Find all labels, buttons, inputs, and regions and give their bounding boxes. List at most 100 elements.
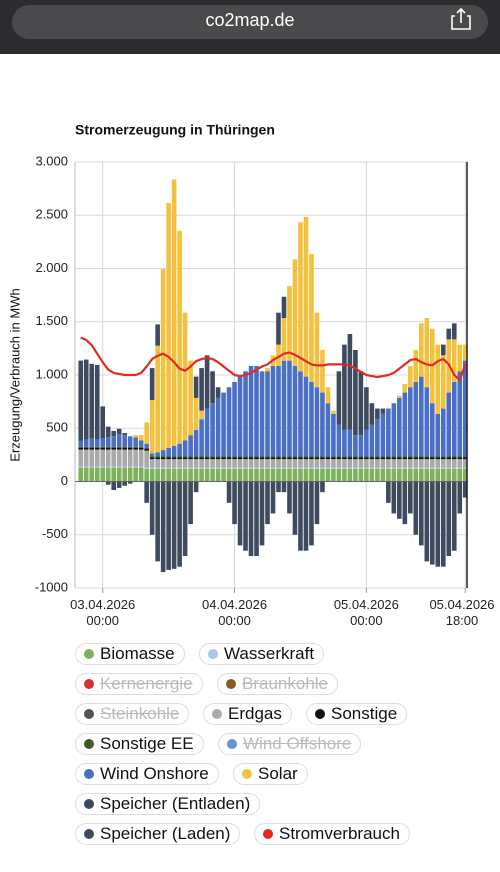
bar-segment <box>451 459 457 468</box>
bar-segment <box>451 456 457 458</box>
y-axis-label: Erzeugung/Verbrauch in MWh <box>7 288 22 461</box>
bar-segment <box>166 481 171 570</box>
bar-segment <box>353 456 358 458</box>
bar-segment <box>204 457 210 460</box>
y-tick-label: 2.500 <box>35 207 68 222</box>
bar-segment <box>259 456 265 458</box>
bar-segment <box>111 467 117 482</box>
bar-segment <box>402 468 408 482</box>
bar-segment <box>320 392 325 457</box>
bar-segment <box>364 456 369 458</box>
bar-segment <box>111 481 117 491</box>
bar-segment <box>100 447 106 450</box>
bar-segment <box>254 467 259 469</box>
bar-segment <box>89 466 95 468</box>
bar-segment <box>281 456 287 458</box>
legend-item[interactable]: Kernenergie <box>75 673 203 695</box>
bar-segment <box>160 456 166 458</box>
legend-label: Biomasse <box>100 644 175 663</box>
bar-segment <box>364 387 369 430</box>
bar-segment <box>451 468 457 482</box>
legend-item[interactable]: Sonstige <box>306 703 408 725</box>
bar-segment <box>391 403 397 457</box>
bar-segment <box>276 459 281 468</box>
bar-segment <box>353 435 358 457</box>
bar-segment <box>446 457 452 460</box>
bar-segment <box>171 459 177 468</box>
bar-segment <box>105 447 111 450</box>
bar-segment <box>127 466 133 468</box>
bar-segment <box>155 457 160 460</box>
legend-item[interactable]: Wind Offshore <box>218 733 362 755</box>
bar-segment <box>429 456 435 458</box>
bar-segment <box>215 467 221 469</box>
bar-segment <box>457 481 463 514</box>
bar-segment <box>254 459 259 468</box>
bar-segment <box>281 467 287 469</box>
legend-item[interactable]: Wind Onshore <box>75 763 219 785</box>
bar-segment <box>83 447 89 450</box>
legend-label: Sonstige EE <box>100 734 194 753</box>
bar-segment <box>314 456 320 458</box>
bar-segment <box>78 466 84 468</box>
bar-segment <box>429 481 435 565</box>
bar-segment <box>386 456 391 458</box>
bar-segment <box>100 406 106 439</box>
bar-segment <box>462 468 468 482</box>
bar-segment <box>237 456 243 458</box>
share-icon[interactable] <box>451 7 471 30</box>
bar-segment <box>193 456 199 458</box>
bar-segment <box>440 459 446 468</box>
legend-item[interactable]: Steinkohle <box>75 703 190 725</box>
bar-segment <box>133 447 138 450</box>
bar-segment <box>276 481 281 493</box>
bar-segment <box>424 456 430 458</box>
legend-item[interactable]: Biomasse <box>75 643 185 665</box>
url-field[interactable] <box>12 5 488 39</box>
legend-dot <box>315 709 325 719</box>
bar-segment <box>303 467 309 469</box>
bar-segment <box>83 467 89 482</box>
bar-segment <box>451 467 457 469</box>
legend-item[interactable]: Stromverbrauch <box>254 823 410 845</box>
legend-item[interactable]: Erdgas <box>203 703 292 725</box>
bar-segment <box>166 456 171 458</box>
bar-segment <box>391 459 397 468</box>
bar-segment <box>369 459 375 468</box>
legend-label: Erdgas <box>228 704 282 723</box>
x-tick-label: 05.04.2026 00:00 <box>333 597 399 628</box>
bar-segment <box>331 410 336 414</box>
bar-segment <box>408 365 413 388</box>
bar-segment <box>369 467 375 469</box>
bar-segment <box>375 468 380 482</box>
bar-segment <box>457 459 463 468</box>
bar-segment <box>397 467 402 469</box>
bar-segment <box>347 468 353 482</box>
bar-segment <box>391 467 397 469</box>
legend-item[interactable]: Solar <box>233 763 308 785</box>
bar-segment <box>435 459 441 468</box>
bar-segment <box>116 449 122 467</box>
bar-segment <box>298 481 303 551</box>
bar-segment <box>397 459 402 468</box>
bar-segment <box>100 466 106 468</box>
bar-segment <box>254 456 259 458</box>
bar-segment <box>204 355 210 409</box>
legend-item[interactable]: Speicher (Laden) <box>75 823 241 845</box>
bar-segment <box>309 467 314 469</box>
bar-segment <box>254 468 259 482</box>
legend-item[interactable]: Speicher (Entladen) <box>75 793 261 815</box>
legend-label: Speicher (Laden) <box>100 824 231 843</box>
bar-segment <box>440 344 446 356</box>
legend-item[interactable]: Wasserkraft <box>199 643 325 665</box>
bar-segment <box>358 456 364 458</box>
bar-segment <box>259 457 265 460</box>
bar-segment <box>397 457 402 460</box>
bar-segment <box>292 481 298 535</box>
y-tick-label: 3.000 <box>35 153 68 168</box>
bar-segment <box>309 459 314 468</box>
legend-item[interactable]: Sonstige EE <box>75 733 204 755</box>
legend-item[interactable]: Braunkohle <box>217 673 339 695</box>
bar-segment <box>160 468 166 482</box>
bar-segment <box>94 439 100 447</box>
